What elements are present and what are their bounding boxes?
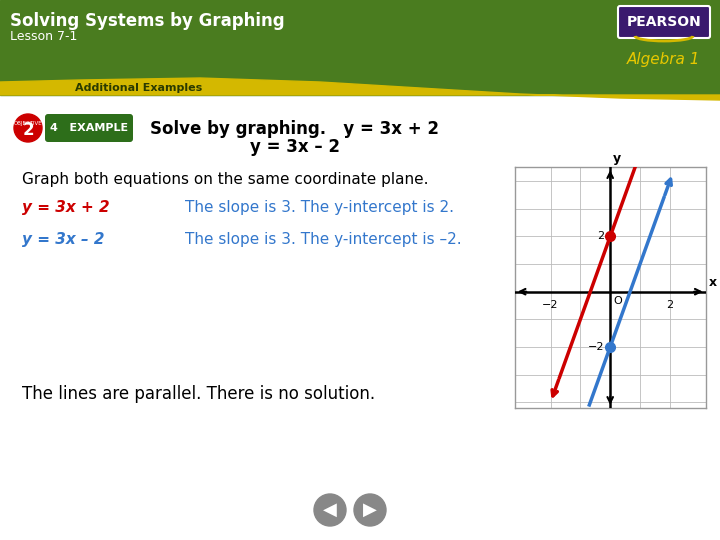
Text: 4   EXAMPLE: 4 EXAMPLE bbox=[50, 123, 128, 133]
Text: Solve by graphing.   y = 3x + 2: Solve by graphing. y = 3x + 2 bbox=[150, 120, 439, 138]
Text: −2: −2 bbox=[588, 342, 604, 352]
Text: −2: −2 bbox=[542, 300, 559, 310]
FancyBboxPatch shape bbox=[45, 114, 133, 142]
Text: The slope is 3. The y-intercept is –2.: The slope is 3. The y-intercept is –2. bbox=[185, 232, 462, 247]
Circle shape bbox=[14, 114, 42, 142]
Text: y = 3x + 2: y = 3x + 2 bbox=[22, 200, 109, 215]
Text: Graph both equations on the same coordinate plane.: Graph both equations on the same coordin… bbox=[22, 172, 428, 187]
Text: 2: 2 bbox=[597, 232, 604, 241]
Text: x: x bbox=[708, 276, 716, 289]
Text: OBJECTIVE: OBJECTIVE bbox=[14, 121, 42, 126]
Text: Additional Examples: Additional Examples bbox=[75, 83, 202, 93]
Text: y = 3x – 2: y = 3x – 2 bbox=[22, 232, 104, 247]
Text: O: O bbox=[613, 296, 623, 306]
Text: Solving Systems by Graphing: Solving Systems by Graphing bbox=[10, 12, 284, 30]
Circle shape bbox=[314, 494, 346, 526]
Text: PEARSON: PEARSON bbox=[626, 15, 701, 29]
Text: ▶: ▶ bbox=[363, 501, 377, 519]
Text: 2: 2 bbox=[666, 300, 673, 310]
Text: Algebra 1: Algebra 1 bbox=[627, 52, 701, 67]
Text: The slope is 3. The y-intercept is 2.: The slope is 3. The y-intercept is 2. bbox=[185, 200, 454, 215]
Text: Lesson 7-1: Lesson 7-1 bbox=[10, 30, 77, 43]
Bar bbox=[0, 0, 720, 95]
Text: y: y bbox=[613, 152, 621, 165]
Text: The lines are parallel. There is no solution.: The lines are parallel. There is no solu… bbox=[22, 385, 375, 403]
Circle shape bbox=[354, 494, 386, 526]
Text: 2: 2 bbox=[22, 121, 34, 139]
Text: y = 3x – 2: y = 3x – 2 bbox=[250, 138, 340, 156]
FancyBboxPatch shape bbox=[618, 6, 710, 38]
Polygon shape bbox=[0, 78, 720, 100]
Text: ◀: ◀ bbox=[323, 501, 337, 519]
